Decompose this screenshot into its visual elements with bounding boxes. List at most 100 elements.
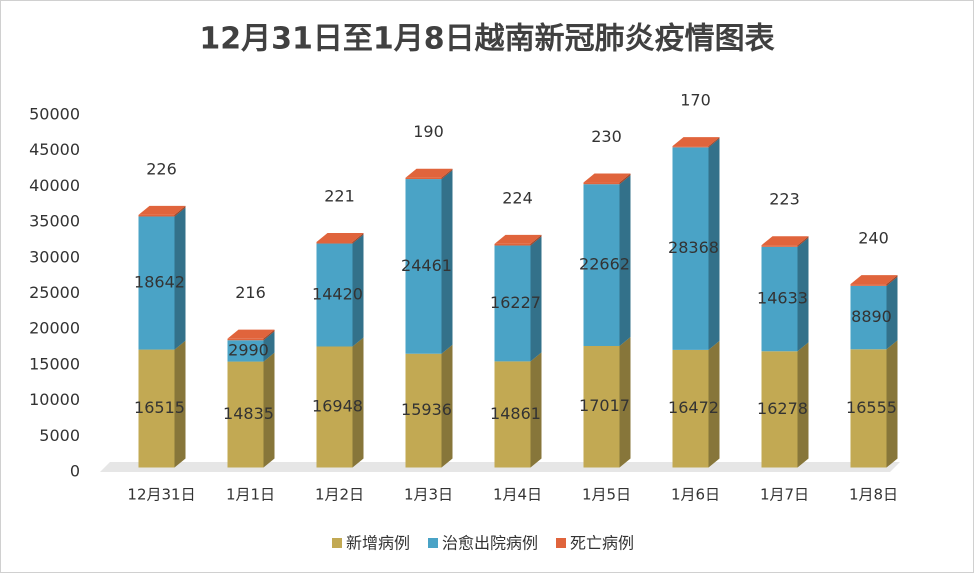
bar-top (761, 236, 809, 246)
bar-side (886, 340, 898, 468)
data-label: 190 (413, 122, 444, 141)
x-tick-label: 1月8日 (849, 486, 898, 504)
bar-shade (886, 276, 898, 350)
bar (583, 345, 620, 468)
bar-side (886, 275, 898, 286)
x-tick-label: 1月3日 (404, 486, 453, 504)
bar-shade (352, 232, 364, 244)
data-label: 230 (591, 127, 622, 146)
x-tick-label: 1月7日 (760, 486, 809, 504)
data-label: 14420 (312, 285, 363, 304)
bar-side (708, 138, 720, 350)
bar-shade (886, 275, 898, 286)
bar-side (441, 344, 453, 468)
bar-shade (708, 340, 720, 468)
bar-top (227, 329, 275, 339)
bar-top (405, 168, 453, 178)
bar (227, 338, 264, 341)
legend-swatch (332, 538, 342, 548)
legend-swatch (556, 538, 566, 548)
bar (850, 284, 887, 286)
y-tick-label: 40000 (29, 176, 80, 195)
y-tick-label: 25000 (29, 283, 80, 302)
bar-shade (174, 207, 186, 350)
bar-top (583, 173, 631, 183)
data-label: 15936 (401, 400, 452, 419)
bar (227, 361, 264, 468)
bar-side (263, 331, 275, 362)
bar-side (619, 175, 631, 346)
data-label: 216 (235, 283, 266, 302)
bar-side (530, 352, 542, 468)
y-tick-label: 5000 (39, 426, 80, 445)
data-label: 14835 (223, 404, 274, 423)
bar (138, 349, 175, 468)
bar-side (441, 170, 453, 354)
y-tick-label: 35000 (29, 212, 80, 231)
bar (761, 245, 798, 247)
bar-side (352, 337, 364, 468)
bar-shade (797, 342, 809, 468)
bar (672, 146, 709, 148)
data-label: 221 (324, 186, 355, 205)
bar-side (886, 276, 898, 350)
bar-side (352, 232, 364, 244)
data-label: 14861 (490, 404, 541, 423)
bar-shade (263, 329, 275, 341)
bar (227, 340, 264, 362)
bar-shade (619, 175, 631, 346)
bar-side (174, 340, 186, 468)
legend-label: 新增病例 (346, 534, 410, 553)
bar-shade (174, 340, 186, 468)
bar-shade (263, 352, 275, 468)
data-label: 28368 (668, 238, 719, 257)
bar-shade (441, 168, 453, 180)
data-label: 16515 (134, 398, 185, 417)
x-tick-label: 1月6日 (671, 486, 720, 504)
bar-side (530, 234, 542, 246)
bar-top (850, 275, 898, 285)
bar-side (352, 234, 364, 347)
bar-top (316, 232, 364, 242)
bar-shade (530, 236, 542, 362)
data-label: 16278 (757, 399, 808, 418)
y-tick-label: 20000 (29, 319, 80, 338)
data-label: 17017 (579, 396, 630, 415)
x-tick-label: 1月5日 (582, 486, 631, 504)
bar-side (708, 137, 720, 148)
bar-shade (797, 236, 809, 247)
bar-shade (263, 331, 275, 362)
bar-shade (708, 138, 720, 350)
data-label: 14633 (757, 289, 808, 308)
data-label: 240 (858, 229, 889, 248)
bar-top (494, 234, 542, 244)
bar (494, 361, 531, 468)
bar-side (530, 236, 542, 362)
bar (316, 241, 353, 244)
bar-shade (619, 173, 631, 185)
bar-side (619, 173, 631, 185)
bar (850, 285, 887, 350)
data-label: 2990 (228, 340, 269, 359)
bar (583, 184, 620, 346)
bar (405, 177, 442, 180)
y-tick-label: 15000 (29, 354, 80, 373)
bar (138, 216, 175, 350)
legend-label: 死亡病例 (570, 534, 634, 553)
x-tick-label: 1月4日 (493, 486, 542, 504)
data-label: 18642 (134, 273, 185, 292)
bar-shade (797, 237, 809, 352)
bar-side (441, 168, 453, 180)
bar (405, 353, 442, 468)
bar (138, 214, 175, 217)
bar-side (263, 329, 275, 341)
bar (316, 346, 353, 468)
data-label: 223 (769, 190, 800, 209)
bar-shade (708, 137, 720, 148)
y-tick-label: 10000 (29, 390, 80, 409)
y-tick-label: 0 (70, 462, 80, 481)
bar-shade (619, 336, 631, 468)
bar (316, 243, 353, 347)
bar-side (263, 352, 275, 468)
